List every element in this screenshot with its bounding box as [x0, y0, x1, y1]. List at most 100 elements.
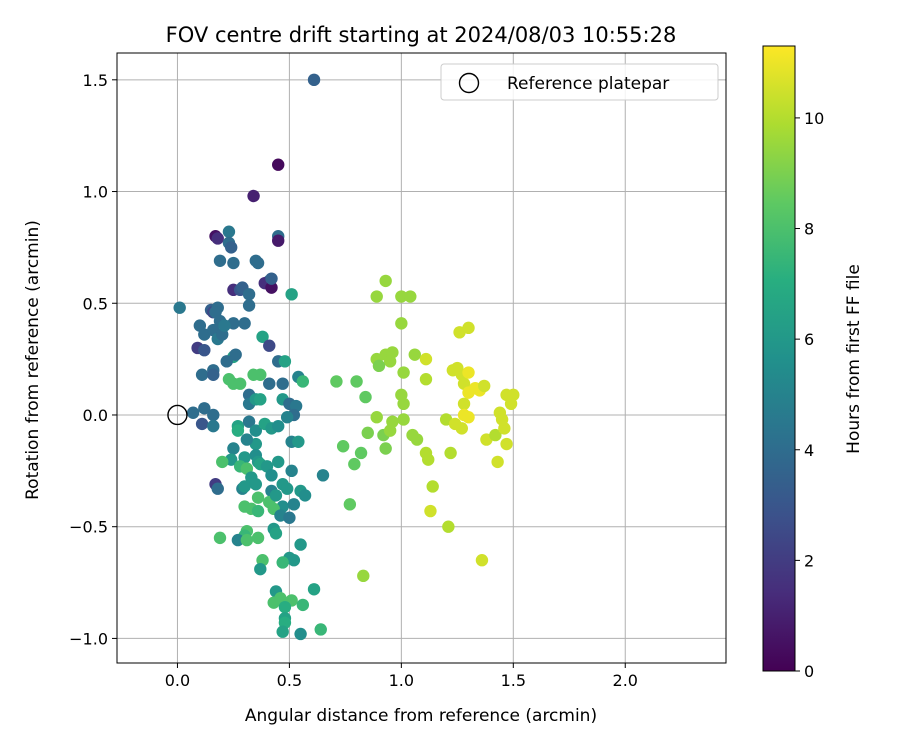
data-point [462, 366, 475, 379]
x-tick-label: 0.0 [165, 671, 190, 690]
data-point [280, 411, 294, 424]
data-point [397, 413, 410, 426]
data-point [254, 393, 267, 406]
data-point [285, 464, 298, 478]
data-point [249, 424, 263, 437]
data-point [222, 225, 236, 238]
colorbar-label: Hours from first FF file [844, 264, 864, 454]
data-point [419, 352, 433, 366]
data-point [292, 435, 305, 448]
data-point [426, 480, 439, 493]
y-tick-label: 0.0 [83, 406, 108, 425]
data-point [211, 482, 224, 495]
data-point [386, 415, 399, 428]
data-point [231, 533, 245, 547]
data-point [489, 428, 502, 442]
data-point [379, 442, 392, 455]
data-point [350, 375, 363, 388]
data-point [336, 440, 350, 453]
data-point [242, 415, 256, 428]
data-point [276, 377, 289, 390]
x-tick-label: 0.5 [277, 671, 302, 690]
y-axis-label: Rotation from reference (arcmin) [23, 220, 43, 500]
data-point [240, 533, 254, 547]
colorbar: 0 2 4 6 8 10 Hours from first FF file [762, 45, 864, 681]
data-point [395, 290, 408, 303]
data-point [424, 504, 437, 518]
data-point [251, 504, 265, 518]
data-point [207, 408, 220, 422]
data-point [263, 339, 276, 352]
data-point [491, 455, 504, 469]
data-point [395, 317, 408, 330]
data-point [457, 397, 471, 411]
data-point [256, 330, 269, 343]
x-tick-label: 1.5 [501, 671, 526, 690]
data-point [213, 254, 227, 268]
axes: 0.0 0.5 1.0 1.5 2.0 −1.0 −0.5 0.0 0.5 1.0 1.5 [69, 52, 727, 690]
data-point [343, 498, 357, 511]
data-point [227, 256, 240, 270]
data-point [240, 433, 254, 446]
data-point [354, 446, 368, 460]
data-point [269, 527, 283, 540]
x-axis-label: Angular distance from reference (arcmin) [245, 706, 597, 726]
y-tick-label: 1.0 [83, 183, 108, 202]
data-point [462, 411, 475, 424]
chart-title: FOV centre drift starting at 2024/08/03 … [166, 23, 677, 47]
data-point [372, 359, 386, 373]
legend: Reference platepar [440, 63, 719, 101]
data-point [233, 377, 247, 390]
data-point [218, 319, 231, 332]
data-point [195, 417, 209, 431]
data-point [251, 491, 265, 504]
colorbar-ticks: 0 2 4 6 8 10 [795, 109, 824, 681]
data-point [211, 232, 224, 245]
y-tick-label: 1.5 [83, 71, 108, 90]
data-point [238, 317, 251, 330]
data-point [276, 625, 289, 638]
data-point [455, 422, 469, 435]
x-tick-label: 2.0 [613, 671, 638, 690]
data-point [444, 446, 457, 460]
data-point [207, 368, 220, 381]
data-point [227, 442, 240, 455]
data-point [249, 478, 263, 491]
data-point [330, 375, 343, 388]
data-point [307, 73, 321, 87]
colorbar-tick-label: 0 [804, 662, 814, 681]
legend-label: Reference platepar [507, 74, 669, 94]
data-point [404, 290, 417, 303]
y-tick-label: −0.5 [69, 518, 108, 537]
data-point [276, 556, 289, 569]
data-point [359, 390, 372, 404]
data-point [397, 366, 410, 379]
data-point [220, 355, 233, 368]
data-point [357, 569, 370, 583]
colorbar-tick-label: 8 [804, 220, 814, 239]
data-point [296, 598, 310, 612]
data-point [278, 600, 292, 614]
data-point [242, 288, 256, 301]
data-point [370, 411, 383, 424]
data-point [238, 480, 251, 493]
data-point [383, 355, 397, 368]
data-point [379, 274, 392, 288]
data-point [272, 419, 285, 433]
y-tick-label: −1.0 [69, 629, 108, 648]
data-point [419, 373, 433, 386]
data-point [251, 256, 265, 270]
data-point [195, 368, 209, 381]
data-point [314, 623, 327, 636]
data-point [294, 538, 307, 551]
data-point [298, 489, 312, 502]
data-point [216, 455, 229, 469]
data-point [296, 375, 310, 388]
data-point [265, 281, 278, 294]
data-point [231, 424, 245, 437]
data-point [422, 453, 435, 466]
data-point [265, 469, 278, 482]
data-point [283, 511, 296, 524]
data-point [229, 348, 242, 361]
